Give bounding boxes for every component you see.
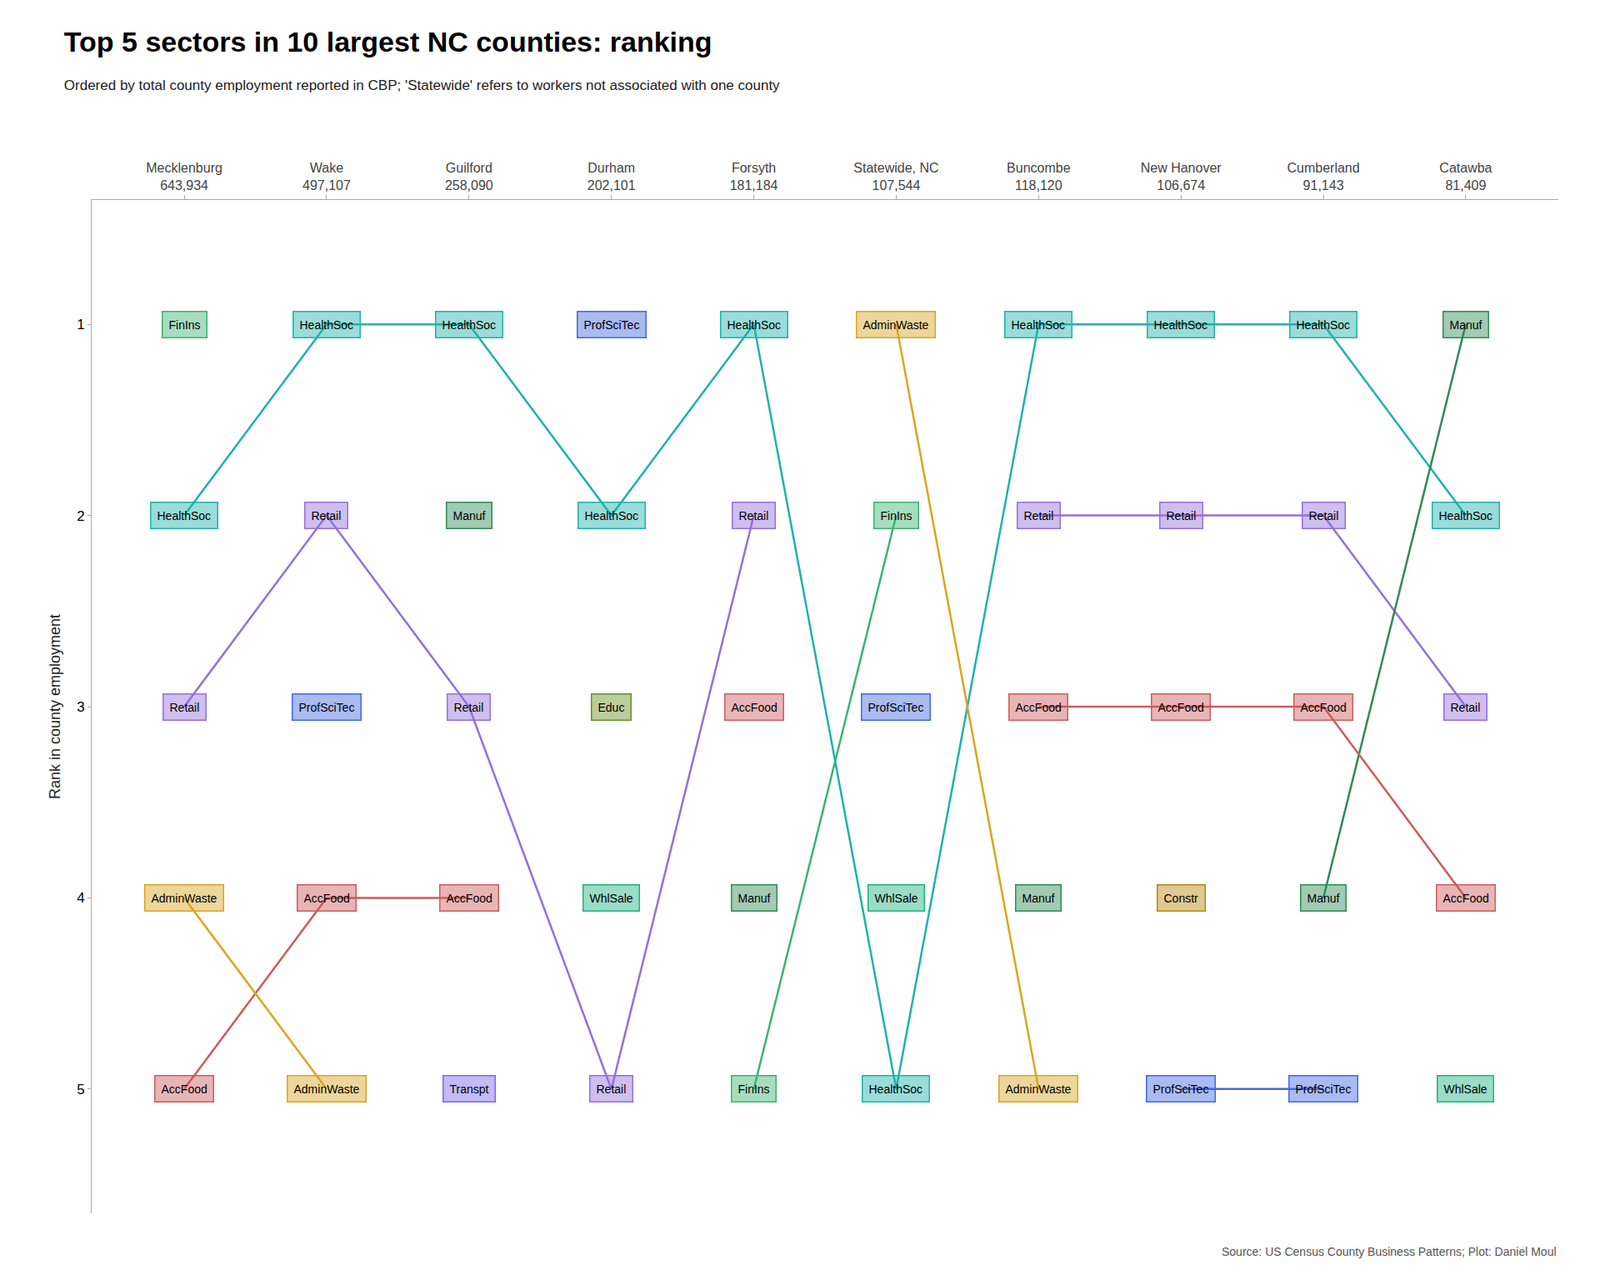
- svg-text:AdminWaste: AdminWaste: [1005, 1082, 1072, 1096]
- svg-text:Forsyth181,184: Forsyth181,184: [730, 160, 779, 193]
- svg-text:AdminWaste: AdminWaste: [863, 318, 930, 332]
- svg-text:Durham202,101: Durham202,101: [587, 160, 636, 193]
- svg-text:HealthSoc: HealthSoc: [727, 318, 782, 332]
- svg-text:Educ: Educ: [598, 700, 625, 715]
- svg-text:Manuf: Manuf: [1307, 891, 1340, 905]
- svg-text:HealthSoc: HealthSoc: [1296, 318, 1351, 332]
- svg-text:Retail: Retail: [1309, 509, 1340, 523]
- svg-text:Mecklenburg643,934: Mecklenburg643,934: [145, 160, 223, 193]
- svg-text:AccFood: AccFood: [1443, 891, 1490, 905]
- svg-text:Retail: Retail: [1166, 509, 1197, 523]
- svg-text:HealthSoc: HealthSoc: [869, 1082, 924, 1096]
- svg-text:Transpt: Transpt: [450, 1082, 490, 1096]
- svg-text:Statewide, NC107,544: Statewide, NC107,544: [853, 160, 939, 193]
- svg-text:HealthSoc: HealthSoc: [1011, 318, 1066, 332]
- svg-text:ProfSciTec: ProfSciTec: [868, 700, 925, 715]
- svg-text:5: 5: [76, 1081, 85, 1098]
- svg-text:Retail: Retail: [454, 700, 485, 715]
- svg-text:HealthSoc: HealthSoc: [442, 318, 497, 332]
- svg-text:HealthSoc: HealthSoc: [300, 318, 355, 332]
- svg-text:ProfSciTec: ProfSciTec: [299, 700, 355, 715]
- svg-text:Manuf: Manuf: [738, 891, 771, 905]
- svg-text:Retail: Retail: [311, 509, 342, 523]
- svg-text:AccFood: AccFood: [161, 1082, 208, 1096]
- svg-text:FinIns: FinIns: [738, 1082, 770, 1096]
- svg-text:AccFood: AccFood: [731, 700, 778, 715]
- svg-text:Retail: Retail: [1024, 509, 1055, 523]
- svg-text:FinIns: FinIns: [169, 318, 201, 332]
- svg-text:AccFood: AccFood: [1300, 700, 1347, 715]
- svg-text:Guilford258,090: Guilford258,090: [445, 160, 494, 193]
- svg-text:WhlSale: WhlSale: [1444, 1082, 1488, 1096]
- svg-text:Retail: Retail: [596, 1082, 627, 1096]
- svg-text:1: 1: [76, 316, 85, 333]
- svg-text:Manuf: Manuf: [1022, 891, 1055, 905]
- svg-text:Constr: Constr: [1164, 891, 1200, 905]
- svg-text:Retail: Retail: [739, 509, 770, 523]
- svg-text:FinIns: FinIns: [880, 509, 913, 523]
- svg-text:Manuf: Manuf: [453, 509, 486, 523]
- svg-text:HealthSoc: HealthSoc: [157, 509, 212, 523]
- svg-text:Manuf: Manuf: [1450, 318, 1483, 332]
- svg-text:AccFood: AccFood: [446, 891, 493, 905]
- svg-text:Top 5 sectors in 10 largest NC: Top 5 sectors in 10 largest NC counties:…: [64, 25, 713, 58]
- svg-text:New Hanover106,674: New Hanover106,674: [1140, 160, 1223, 193]
- svg-text:Source: US Census County Busin: Source: US Census County Business Patter…: [1221, 1245, 1557, 1259]
- svg-text:ProfSciTec: ProfSciTec: [584, 318, 640, 332]
- svg-text:Buncombe118,120: Buncombe118,120: [1006, 160, 1071, 193]
- svg-text:Catawba81,409: Catawba81,409: [1439, 160, 1492, 193]
- svg-text:ProfSciTec: ProfSciTec: [1153, 1082, 1210, 1096]
- svg-text:Retail: Retail: [170, 700, 200, 715]
- svg-text:AccFood: AccFood: [1158, 700, 1205, 715]
- svg-text:Ordered by total county employ: Ordered by total county employment repor…: [64, 77, 780, 94]
- svg-text:3: 3: [76, 699, 85, 715]
- svg-text:HealthSoc: HealthSoc: [585, 509, 640, 523]
- svg-text:2: 2: [76, 508, 85, 525]
- svg-text:4: 4: [76, 890, 85, 906]
- svg-text:Retail: Retail: [1450, 700, 1481, 715]
- svg-text:HealthSoc: HealthSoc: [1439, 509, 1494, 523]
- svg-text:Wake497,107: Wake497,107: [302, 160, 351, 193]
- svg-text:AdminWaste: AdminWaste: [294, 1082, 360, 1096]
- svg-text:AccFood: AccFood: [304, 891, 350, 905]
- svg-text:Rank in county employment: Rank in county employment: [46, 614, 64, 800]
- svg-text:AdminWaste: AdminWaste: [151, 891, 218, 905]
- svg-text:AccFood: AccFood: [1015, 700, 1062, 715]
- svg-text:WhlSale: WhlSale: [590, 891, 634, 905]
- svg-text:ProfSciTec: ProfSciTec: [1295, 1082, 1352, 1096]
- svg-text:WhlSale: WhlSale: [875, 891, 919, 905]
- svg-text:Cumberland91,143: Cumberland91,143: [1286, 160, 1360, 193]
- svg-text:HealthSoc: HealthSoc: [1154, 318, 1209, 332]
